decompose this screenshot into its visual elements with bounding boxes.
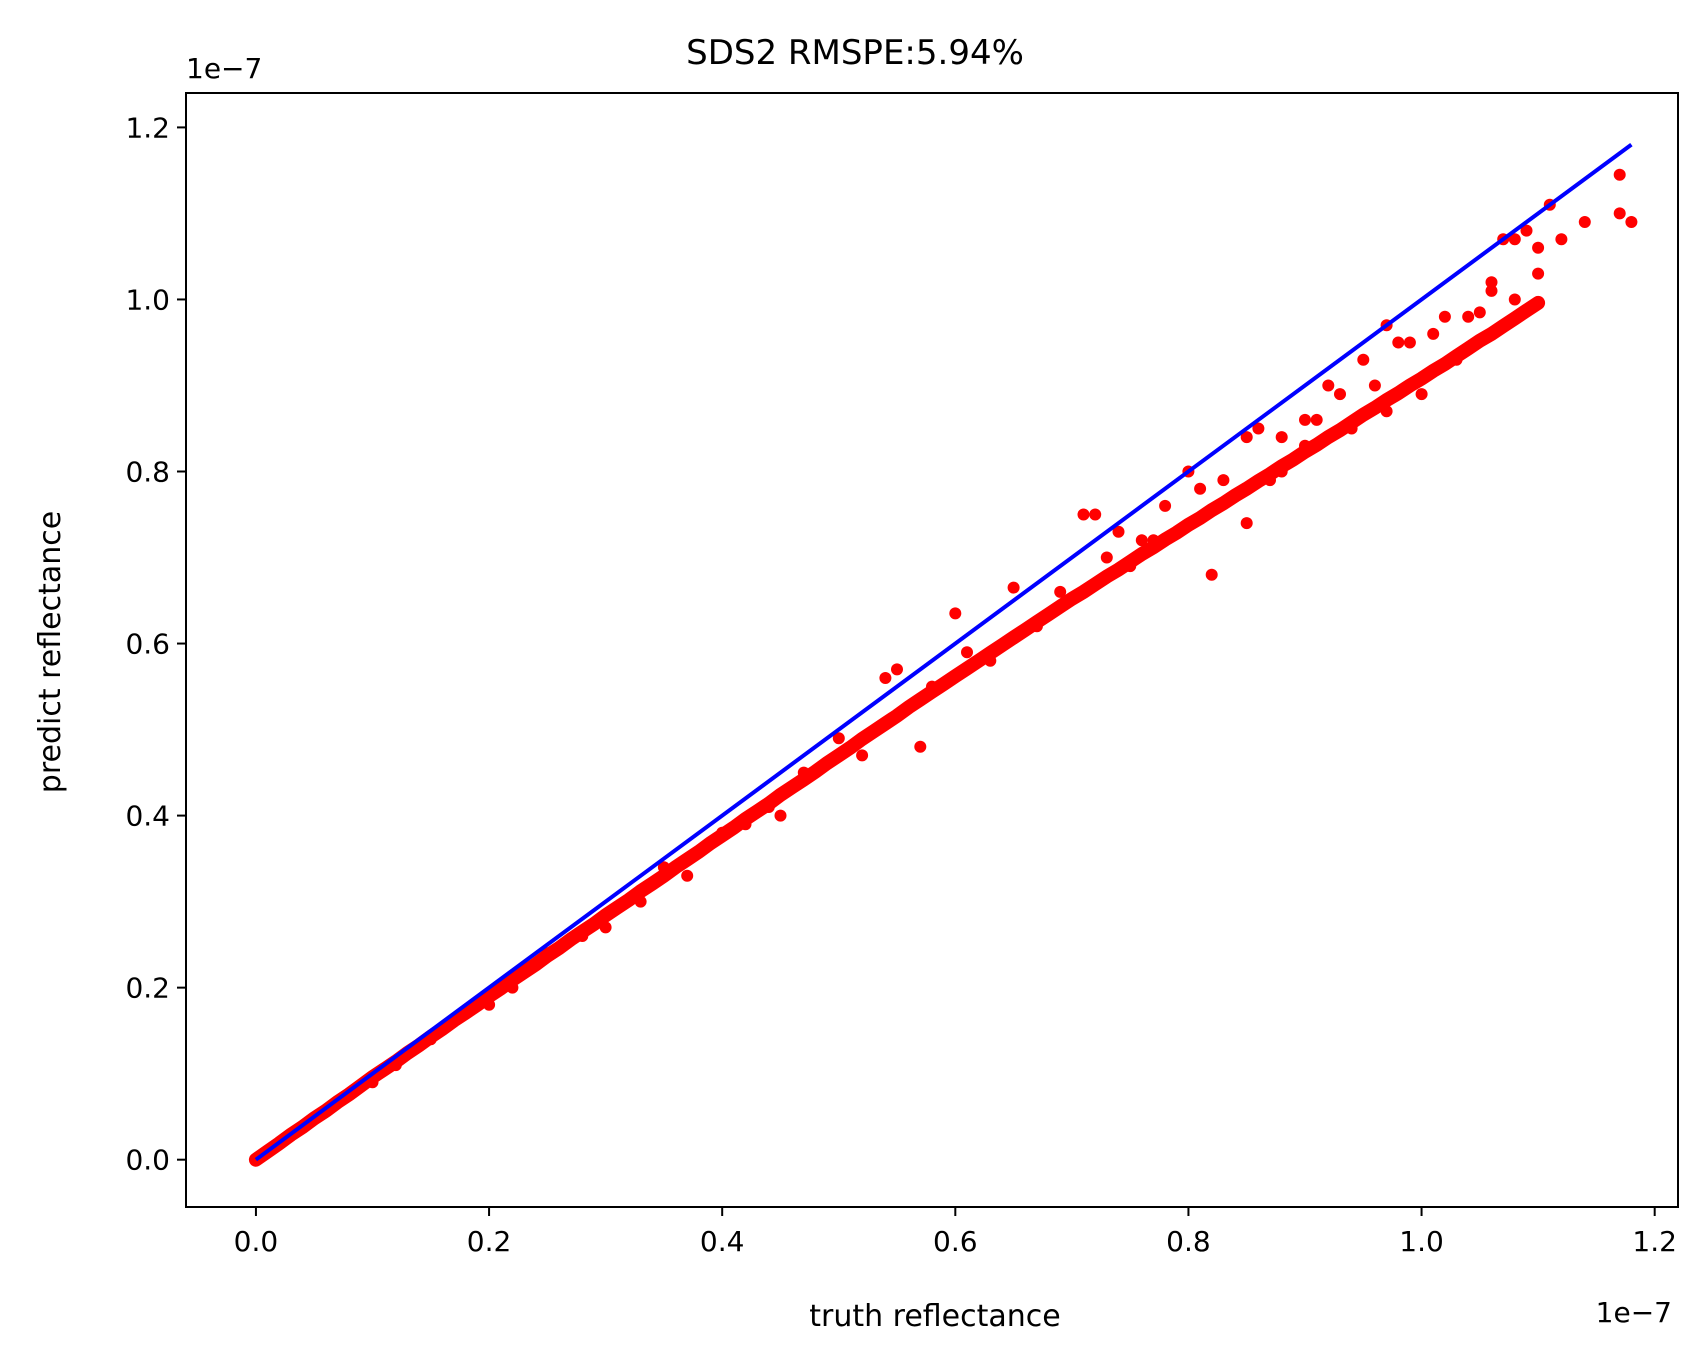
scatter-point (1322, 379, 1335, 392)
scatter-point (1485, 276, 1498, 289)
scatter-point (1613, 207, 1626, 220)
scatter-point (1299, 413, 1311, 426)
x-tick-label: 0.8 (1166, 1225, 1211, 1258)
scatter-point (914, 740, 927, 753)
scatter-point (774, 809, 787, 822)
y-tick-label: 0.6 (125, 628, 170, 661)
scatter-point (1613, 168, 1626, 181)
x-tick-label: 0.0 (234, 1225, 279, 1258)
scatter-point (1625, 216, 1638, 228)
scatter-point (961, 646, 973, 659)
y-tick-label: 0.0 (125, 1144, 170, 1177)
scatter-point (1089, 508, 1102, 521)
scatter-point (1368, 379, 1381, 392)
scatter-point (1555, 233, 1568, 246)
x-tick-label: 1.0 (1399, 1225, 1444, 1258)
scatter-point (1520, 224, 1533, 237)
scatter-point (1473, 306, 1486, 319)
scatter-point (1334, 388, 1346, 401)
scatter-point (856, 749, 869, 762)
scatter-point (1532, 241, 1545, 254)
scatter-point (879, 672, 892, 684)
y-tick-label: 0.4 (125, 800, 170, 833)
scatter-point (1415, 388, 1428, 401)
scatter-point (1007, 581, 1020, 594)
x-tick-label: 0.2 (467, 1225, 512, 1258)
scatter-point (1077, 508, 1090, 521)
scatter-point (1252, 422, 1265, 435)
scatter-point (1427, 327, 1440, 340)
scatter-point (832, 732, 845, 745)
x-axis-ticks: 0.0 0.2 0.4 0.6 0.8 1.0 1.2 (234, 1207, 1677, 1258)
scatter-point (1485, 284, 1498, 297)
scatter-point (1112, 525, 1125, 538)
y-axis-offset-label: 1e−7 (186, 52, 262, 85)
scatter-point (681, 869, 694, 882)
scatter-point (1392, 336, 1405, 349)
scatter-point (1403, 336, 1416, 349)
axes-frame (185, 92, 1679, 1208)
scatter-point (1240, 431, 1253, 444)
scatter-point (1462, 310, 1475, 323)
scatter-point (1240, 517, 1253, 530)
plot-area (248, 142, 1638, 1167)
y-tick-label: 0.2 (125, 972, 170, 1005)
scatter-point (1100, 551, 1113, 564)
y-axis-ticks: 0.0 0.2 0.4 0.6 0.8 1.0 1.2 (125, 111, 186, 1177)
x-axis-offset-label: 1e−7 (1596, 1296, 1672, 1329)
scatter-point (1135, 534, 1148, 547)
scatter-point (1205, 568, 1218, 581)
y-tick-label: 1.2 (125, 111, 170, 144)
reference-line (254, 142, 1633, 1162)
scatter-point (1310, 413, 1323, 426)
y-tick-label: 0.8 (125, 456, 170, 489)
scatter-point (1194, 482, 1207, 495)
scatter-point (1578, 216, 1591, 228)
y-tick-label: 1.0 (125, 283, 170, 316)
scatter-point (949, 607, 962, 620)
scatter-point (1054, 585, 1067, 598)
scatter-density-band (248, 295, 1546, 1167)
scatter-point (1275, 431, 1288, 444)
chart-title: SDS2 RMSPE:5.94% (686, 33, 1024, 73)
scatter-point (1508, 233, 1521, 246)
scatter-point (1217, 474, 1230, 487)
x-tick-label: 0.6 (933, 1225, 978, 1258)
scatter-point (1508, 293, 1521, 306)
x-tick-label: 1.2 (1632, 1225, 1677, 1258)
scatter-point (891, 663, 903, 676)
x-axis-label: truth reflectance (809, 1299, 1061, 1334)
scatter-point (1532, 267, 1545, 280)
scatter-point (1159, 499, 1172, 512)
scatter-point (1357, 353, 1370, 366)
y-axis-label: predict reflectance (33, 511, 68, 793)
x-tick-label: 0.4 (700, 1225, 745, 1258)
scatter-point (1438, 310, 1451, 323)
